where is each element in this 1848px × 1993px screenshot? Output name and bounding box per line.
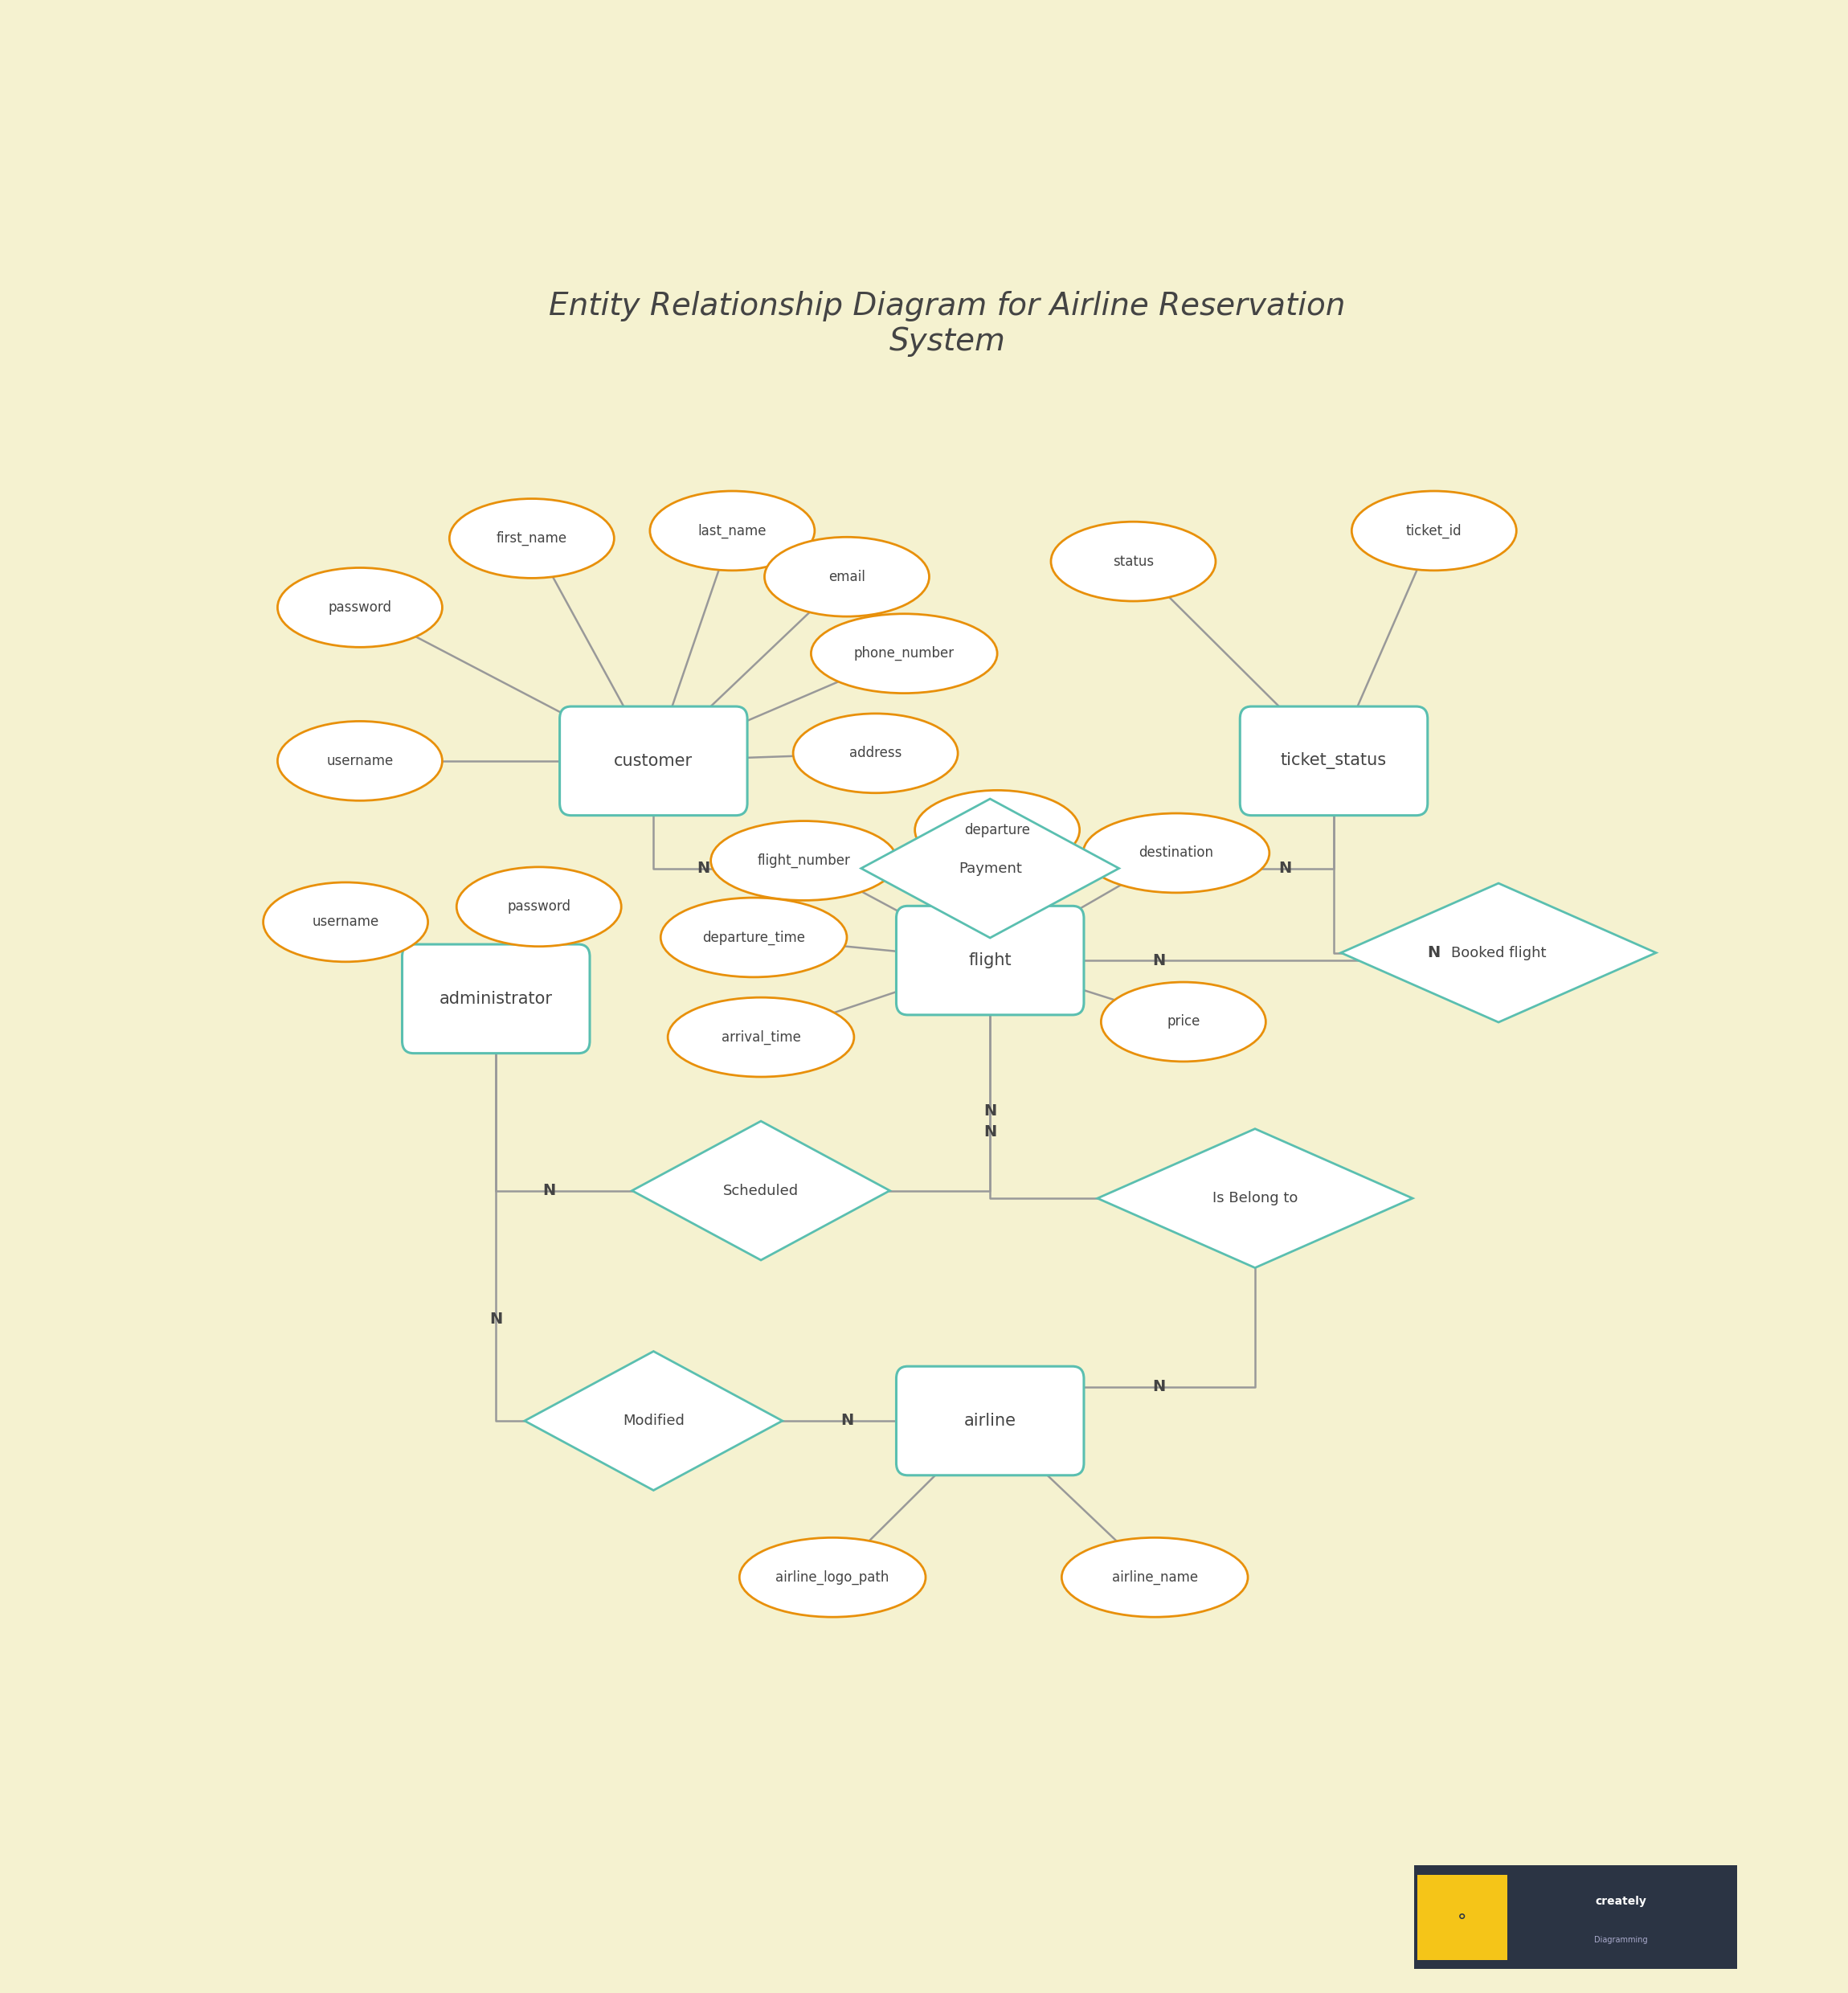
Text: address: address: [850, 745, 902, 761]
Text: Scheduled: Scheduled: [723, 1184, 798, 1198]
Text: departure: departure: [965, 823, 1029, 837]
Text: N: N: [983, 1104, 996, 1118]
Text: Diagramming: Diagramming: [1595, 1935, 1647, 1943]
Ellipse shape: [667, 996, 854, 1076]
Polygon shape: [632, 1122, 889, 1260]
Text: password: password: [329, 600, 392, 614]
Text: price: price: [1166, 1014, 1199, 1028]
Text: airline_name: airline_name: [1112, 1570, 1198, 1584]
FancyBboxPatch shape: [1417, 1875, 1508, 1959]
Ellipse shape: [1351, 490, 1517, 570]
Text: N: N: [490, 1311, 503, 1327]
FancyBboxPatch shape: [560, 706, 747, 815]
Text: Payment: Payment: [959, 861, 1022, 875]
Ellipse shape: [262, 883, 429, 963]
Ellipse shape: [456, 867, 621, 947]
Text: flight: flight: [968, 953, 1011, 969]
Text: Booked flight: Booked flight: [1451, 945, 1547, 961]
Ellipse shape: [739, 1539, 926, 1616]
Text: N: N: [841, 1413, 854, 1429]
Text: email: email: [828, 570, 865, 584]
Text: Modified: Modified: [623, 1413, 684, 1429]
Text: N: N: [1279, 861, 1292, 877]
Text: N: N: [1153, 1379, 1166, 1395]
Text: N: N: [697, 861, 710, 877]
Ellipse shape: [1063, 1539, 1247, 1616]
Ellipse shape: [650, 490, 815, 570]
Text: status: status: [1112, 554, 1153, 568]
Text: N: N: [1153, 953, 1166, 969]
Ellipse shape: [711, 821, 896, 901]
Text: N: N: [543, 1184, 556, 1198]
FancyBboxPatch shape: [1240, 706, 1429, 815]
Ellipse shape: [765, 536, 930, 616]
Ellipse shape: [793, 713, 957, 793]
Text: last_name: last_name: [699, 524, 767, 538]
Ellipse shape: [915, 791, 1079, 869]
Text: password: password: [506, 899, 571, 915]
Ellipse shape: [662, 897, 846, 977]
Polygon shape: [525, 1351, 782, 1491]
Ellipse shape: [1083, 813, 1270, 893]
Text: creately: creately: [1595, 1895, 1647, 1907]
Text: ticket_id: ticket_id: [1406, 524, 1462, 538]
Polygon shape: [1342, 883, 1656, 1022]
Text: customer: customer: [614, 753, 693, 769]
FancyBboxPatch shape: [896, 907, 1085, 1014]
Text: Entity Relationship Diagram for Airline Reservation
System: Entity Relationship Diagram for Airline …: [549, 291, 1345, 357]
Text: username: username: [327, 753, 394, 767]
Text: departure_time: departure_time: [702, 931, 806, 945]
Ellipse shape: [449, 498, 614, 578]
Text: N: N: [983, 1124, 996, 1140]
Text: phone_number: phone_number: [854, 646, 954, 662]
Text: N: N: [1427, 945, 1441, 961]
Text: destination: destination: [1138, 845, 1214, 861]
Text: airline: airline: [965, 1413, 1016, 1429]
Text: ⚬: ⚬: [1454, 1909, 1469, 1925]
Text: flight_number: flight_number: [758, 853, 850, 869]
Text: airline_logo_path: airline_logo_path: [776, 1570, 889, 1584]
FancyBboxPatch shape: [1414, 1865, 1737, 1969]
Polygon shape: [1098, 1128, 1412, 1268]
Ellipse shape: [811, 614, 998, 694]
Polygon shape: [861, 799, 1120, 939]
Ellipse shape: [1052, 522, 1216, 602]
Ellipse shape: [1101, 983, 1266, 1062]
FancyBboxPatch shape: [403, 945, 590, 1052]
Text: first_name: first_name: [497, 530, 567, 546]
Ellipse shape: [277, 721, 442, 801]
FancyBboxPatch shape: [896, 1367, 1085, 1475]
Text: arrival_time: arrival_time: [721, 1030, 800, 1044]
Text: Is Belong to: Is Belong to: [1212, 1192, 1297, 1206]
Text: ticket_status: ticket_status: [1281, 753, 1386, 769]
Ellipse shape: [277, 568, 442, 648]
Text: administrator: administrator: [440, 991, 553, 1006]
Text: username: username: [312, 915, 379, 929]
